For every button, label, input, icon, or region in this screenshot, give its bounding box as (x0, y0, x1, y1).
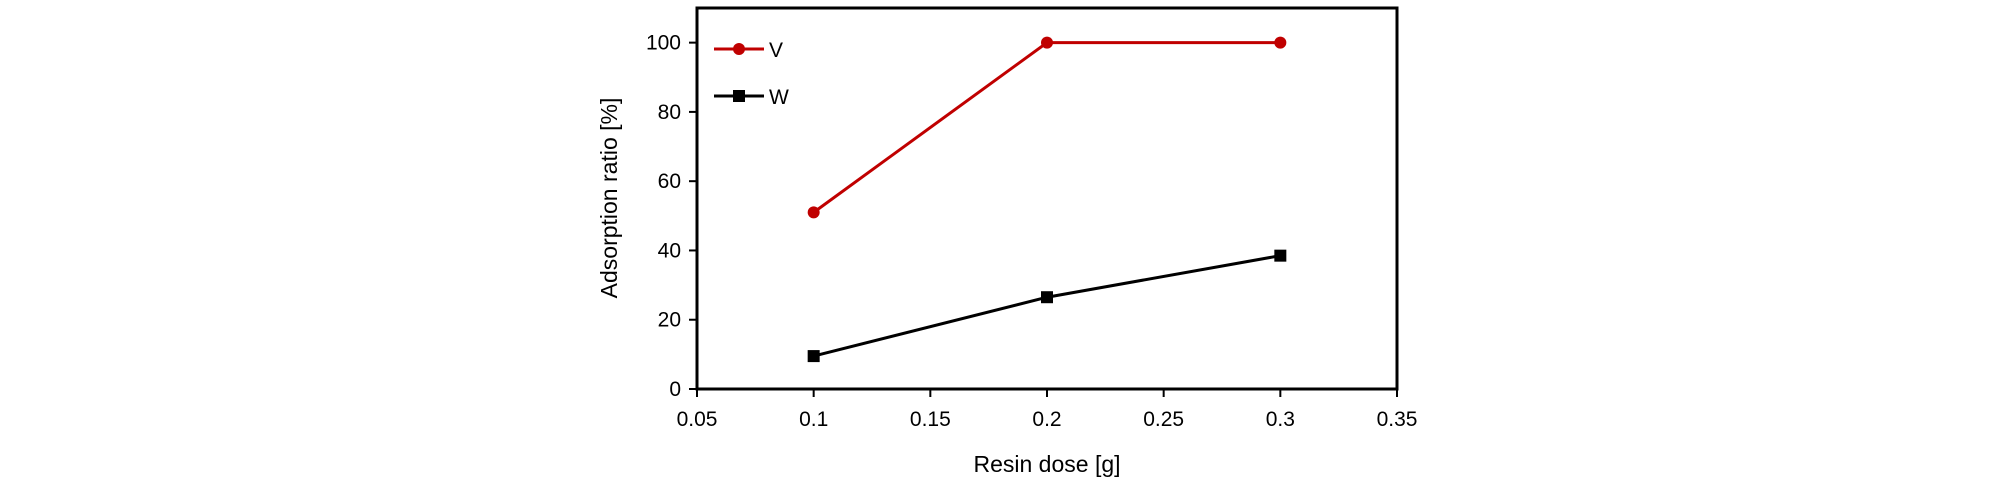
series-layer (807, 36, 1287, 363)
legend-v-label: V (769, 39, 783, 62)
series-v-point (1274, 36, 1287, 49)
series-w-point (1274, 249, 1287, 262)
x-tick-label: 0.1 (799, 408, 828, 431)
legend-v-marker (733, 43, 745, 55)
series-w-point (807, 350, 820, 363)
series-w-point (1041, 291, 1053, 304)
series-w-line (813, 254, 1281, 358)
x-tick-label: 0.05 (677, 408, 718, 431)
y-tick-label: 60 (658, 170, 681, 193)
legend: VW (714, 39, 789, 109)
legend-w-label: W (769, 86, 789, 109)
x-tick-label: 0.2 (1032, 408, 1061, 431)
y-axis-ticks: 0 20 40 60 80 100 (646, 32, 697, 401)
x-tick-label: 0.15 (910, 408, 951, 431)
series-v-point (807, 206, 820, 219)
plot-area-frame (695, 6, 1399, 391)
y-tick-label: 0 (669, 378, 681, 401)
series-v-line (812, 41, 1281, 214)
x-axis-title: Resin dose [g] (973, 451, 1120, 477)
x-tick-label: 0.35 (1377, 408, 1418, 431)
y-tick-label: 100 (646, 32, 681, 55)
x-axis-ticks: 0.05 0.1 0.15 0.2 0.25 0.3 0.35 (677, 389, 1418, 431)
y-axis-title: Adsorption ratio [%] (596, 98, 622, 299)
x-tick-label: 0.25 (1143, 408, 1184, 431)
x-tick-label: 0.3 (1266, 408, 1295, 431)
y-tick-label: 80 (658, 101, 681, 124)
series-v-point (1041, 36, 1053, 49)
y-tick-label: 40 (658, 239, 681, 262)
y-tick-label: 20 (658, 309, 681, 332)
legend-w-marker (733, 90, 745, 102)
